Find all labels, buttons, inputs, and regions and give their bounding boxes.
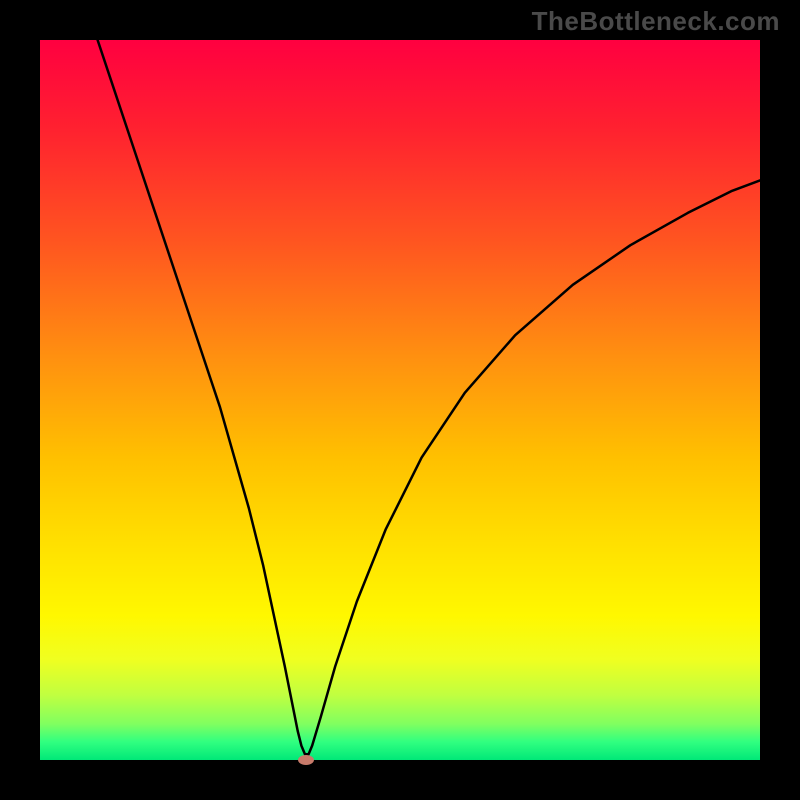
bottleneck-curve [40, 40, 760, 760]
optimal-point-marker [298, 755, 314, 765]
watermark-text: TheBottleneck.com [532, 6, 780, 37]
